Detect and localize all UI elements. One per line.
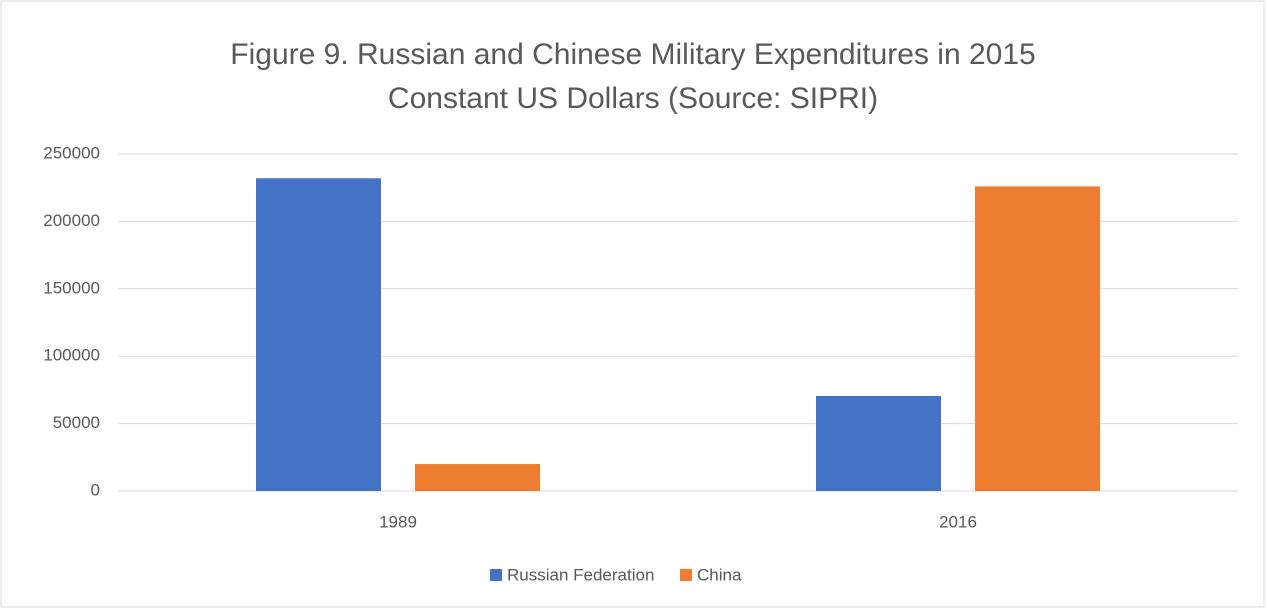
y-tick-label: 0 [91,480,100,499]
bar [415,464,540,491]
y-tick-label: 100000 [43,346,100,365]
bar [256,178,381,491]
chart-title: Figure 9. Russian and Chinese Military E… [230,38,1035,71]
legend-swatch [490,569,502,581]
legend-swatch [680,569,692,581]
bar [975,186,1100,492]
x-tick-label: 1989 [379,512,417,531]
y-tick-label: 200000 [43,211,100,230]
bar [816,395,941,491]
y-tick-label: 250000 [43,143,100,162]
y-tick-label: 50000 [53,413,100,432]
y-tick-label: 150000 [43,278,100,297]
chart-title: Constant US Dollars (Source: SIPRI) [388,82,878,115]
x-tick-label: 2016 [939,512,977,531]
legend-label: China [697,565,742,584]
legend-label: Russian Federation [507,565,654,584]
